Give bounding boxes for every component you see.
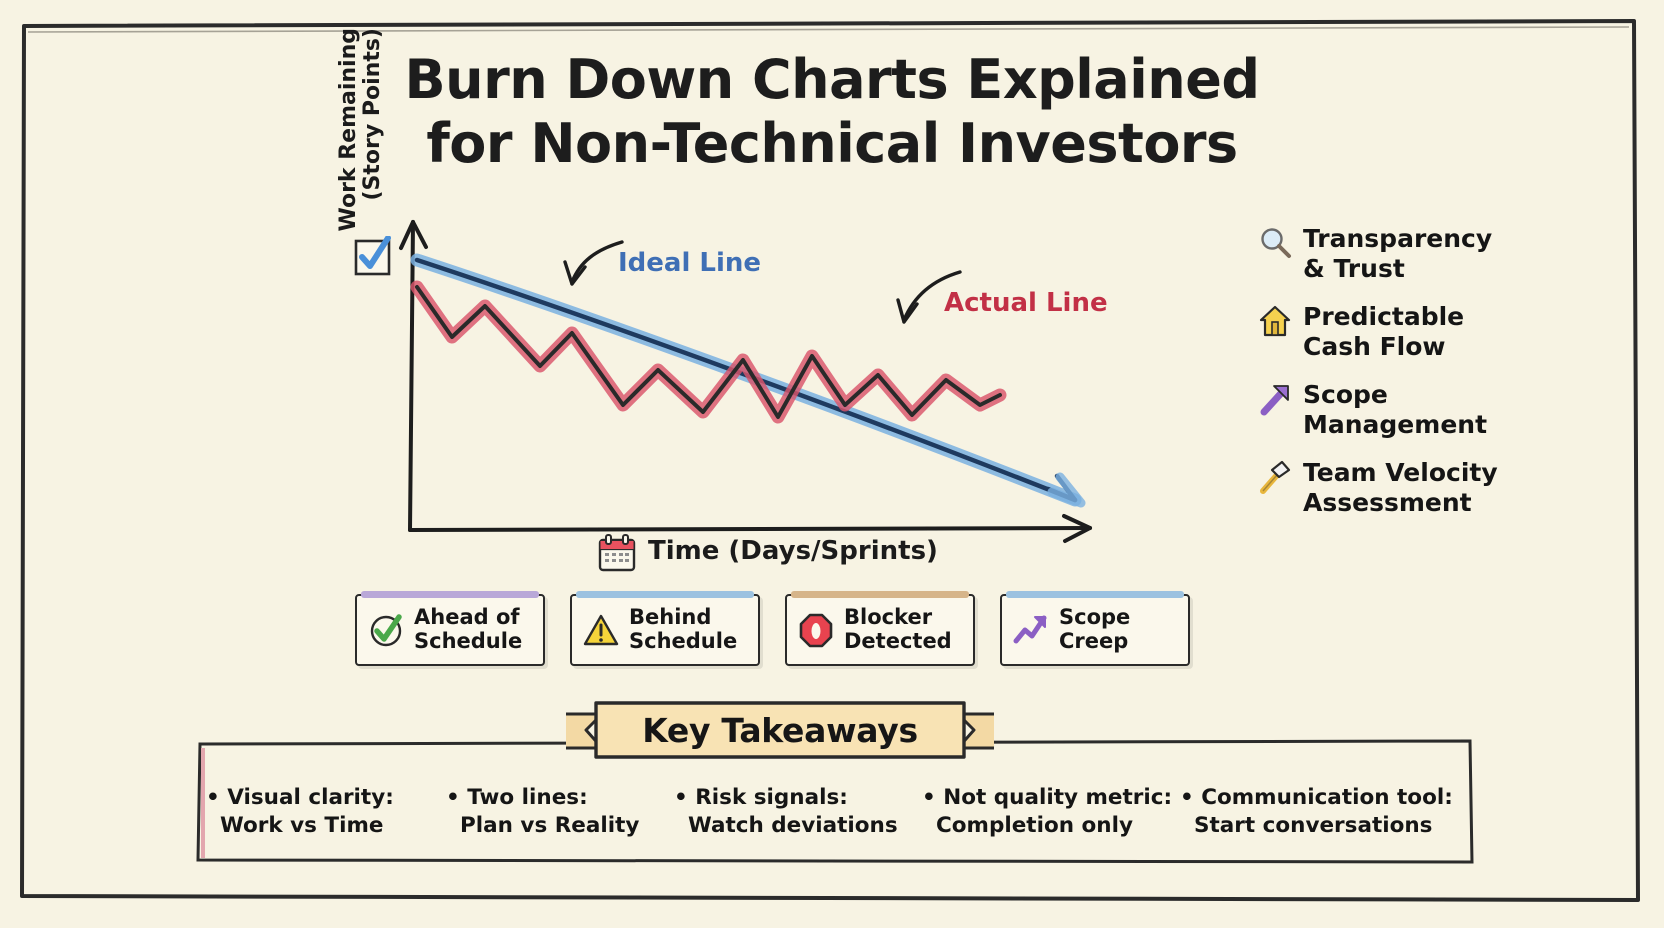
- status-label-line-1: Behind: [629, 605, 712, 630]
- magnifier-icon: [1261, 228, 1291, 258]
- takeaway-line-2: Watch deviations: [688, 812, 898, 838]
- benefit-line-2: Assessment: [1303, 488, 1472, 517]
- burn-down-chart: [399, 220, 1092, 543]
- key-takeaways-label: Key Takeaways: [642, 710, 918, 750]
- status-box-blocker-detected[interactable]: Blocker Detected: [785, 591, 975, 666]
- takeaway-item: • Risk signals: Watch deviations: [674, 784, 922, 840]
- ideal-line-annotation: Ideal Line: [618, 248, 762, 278]
- actual-line-annotation: Actual Line: [944, 288, 1108, 318]
- status-label-line-2: Detected: [844, 629, 952, 653]
- benefit-line-1: Team Velocity: [1303, 458, 1498, 487]
- status-label-line-1: Blocker: [844, 605, 933, 630]
- status-legend-row: Ahead of Schedule Behind Schedule: [355, 591, 1190, 676]
- stop-sign-icon: [799, 613, 833, 648]
- purple-arrow-up-icon: [1260, 385, 1289, 416]
- takeaway-line-1: • Visual clarity:: [206, 785, 394, 810]
- takeaway-item: • Communication tool: Start conversation…: [1180, 784, 1453, 840]
- check-circle-icon: [370, 614, 402, 647]
- chart-y-axis-label: Work Remaining (Story Points): [312, 28, 411, 268]
- benefit-item-scope-management: Scope Management: [1258, 380, 1558, 440]
- title-line-2: for Non-Technical Investors: [426, 111, 1238, 175]
- benefit-item-cash-flow: Predictable Cash Flow: [1258, 302, 1558, 362]
- status-box-behind-schedule[interactable]: Behind Schedule: [570, 591, 760, 666]
- calendar-icon: [598, 534, 636, 572]
- takeaways-panel: [196, 739, 1474, 864]
- takeaway-line-1: • Communication tool:: [1180, 785, 1453, 810]
- takeaway-line-2: Start conversations: [1194, 812, 1433, 838]
- status-label-line-1: Scope: [1059, 605, 1131, 630]
- benefit-item-transparency: Transparency & Trust: [1258, 224, 1558, 284]
- takeaway-line-1: • Not quality metric:: [922, 785, 1173, 810]
- takeaway-line-1: • Risk signals:: [674, 785, 848, 810]
- chart-y-axis: [399, 220, 428, 532]
- takeaway-line-1: • Two lines:: [446, 785, 588, 810]
- benefits-list: Transparency & Trust Predictable Cash Fl…: [1258, 224, 1558, 536]
- benefit-item-team-velocity: Team Velocity Assessment: [1258, 458, 1558, 518]
- status-box-ahead-of-schedule[interactable]: Ahead of Schedule: [355, 591, 545, 666]
- takeaway-item: • Not quality metric: Completion only: [922, 784, 1180, 840]
- chart-x-axis-label: Time (Days/Sprints): [648, 536, 938, 566]
- title-line-1: Burn Down Charts Explained: [404, 48, 1260, 111]
- house-icon: [1259, 305, 1291, 337]
- ideal-line-pointer-arrow: [563, 240, 624, 286]
- takeaways-list: • Visual clarity: Work vs Time • Two lin…: [206, 784, 1466, 864]
- benefit-line-2: & Trust: [1303, 254, 1405, 283]
- benefit-line-1: Transparency: [1303, 224, 1493, 253]
- status-label-line-2: Schedule: [414, 629, 523, 653]
- takeaway-item: • Two lines: Plan vs Reality: [446, 784, 674, 840]
- takeaway-line-2: Plan vs Reality: [460, 812, 640, 838]
- status-label-line-2: Schedule: [629, 629, 738, 653]
- benefit-line-2: Management: [1303, 410, 1488, 439]
- status-label-line-1: Ahead of: [414, 605, 520, 630]
- actual-line-pointer-arrow: [896, 270, 962, 324]
- checkbox-checked-icon: [354, 236, 391, 276]
- benefit-line-2: Cash Flow: [1303, 332, 1446, 361]
- y-axis-label-line-1: Work Remaining (Story Points): [335, 28, 386, 232]
- takeaway-item: • Visual clarity: Work vs Time: [206, 784, 446, 840]
- page-title: Burn Down Charts Explained for Non-Techn…: [0, 48, 1664, 175]
- benefit-line-1: Predictable: [1303, 302, 1465, 331]
- takeaway-line-2: Work vs Time: [220, 812, 384, 838]
- trend-up-arrow-icon: [1013, 615, 1047, 644]
- chart-series-actual-line: [410, 280, 1007, 424]
- status-box-scope-creep[interactable]: Scope Creep: [1000, 591, 1190, 666]
- warning-triangle-icon: [583, 614, 619, 646]
- chart-x-axis: [408, 514, 1092, 543]
- key-takeaways-ribbon: [566, 701, 994, 759]
- takeaway-line-2: Completion only: [936, 812, 1133, 838]
- page-border: [20, 19, 1640, 902]
- benefit-line-1: Scope: [1303, 380, 1388, 409]
- hammer-icon: [1260, 460, 1291, 494]
- status-label-line-2: Creep: [1059, 629, 1129, 653]
